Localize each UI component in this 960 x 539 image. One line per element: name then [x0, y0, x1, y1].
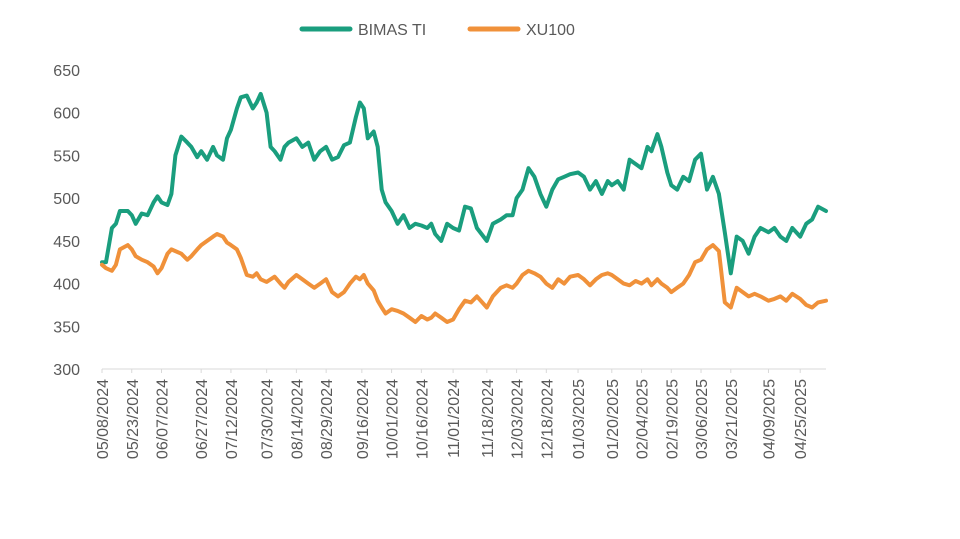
x-tick-label: 06/27/2024: [194, 379, 211, 459]
series-line-xu100: [100, 232, 828, 324]
x-tick-label: 07/12/2024: [224, 379, 241, 459]
x-tick-label: 04/25/2025: [793, 379, 810, 459]
y-tick-label: 350: [53, 319, 80, 336]
legend-label-xu100: XU100: [526, 22, 575, 39]
x-tick-label: 01/20/2025: [605, 379, 622, 459]
x-tick-label: 04/09/2025: [761, 379, 778, 459]
x-tick-label: 12/18/2024: [539, 379, 556, 459]
series-line-bimas: [100, 91, 828, 276]
x-tick-label: 09/16/2024: [355, 379, 372, 459]
series-group: [100, 91, 828, 324]
x-tick-label: 05/23/2024: [125, 379, 142, 459]
y-tick-label: 400: [53, 277, 80, 294]
y-tick-label: 500: [53, 191, 80, 208]
y-tick-label: 650: [53, 63, 80, 80]
x-tick-label: 11/18/2024: [480, 379, 497, 458]
x-tick-label: 02/04/2025: [635, 379, 652, 459]
x-tick-label: 05/08/2024: [95, 379, 112, 459]
x-tick-label: 08/29/2024: [319, 379, 336, 459]
x-tick-label: 06/07/2024: [155, 379, 172, 459]
y-tick-label: 600: [53, 106, 80, 123]
y-tick-label: 300: [53, 362, 80, 379]
x-tick-label: 10/01/2024: [385, 379, 402, 459]
x-tick-label: 11/01/2024: [446, 379, 463, 458]
y-tick-label: 550: [53, 148, 80, 165]
legend: BIMAS TI XU100: [299, 22, 575, 39]
x-tick-label: 08/14/2024: [289, 379, 306, 459]
x-tick-label: 02/19/2025: [664, 379, 681, 459]
x-tick-label: 01/03/2025: [571, 379, 588, 459]
x-tick-label: 12/03/2024: [510, 379, 527, 459]
y-tick-label: 450: [53, 234, 80, 251]
x-axis-ticks: 05/08/2024 05/23/2024 06/07/2024 06/27/2024…: [95, 369, 810, 459]
y-axis-ticks: 300 350 400 450 500 550 600 650: [53, 63, 80, 379]
x-tick-label: 03/21/2025: [724, 379, 741, 459]
x-tick-label: 10/16/2024: [414, 379, 431, 459]
x-tick-label: 07/30/2024: [260, 379, 277, 459]
legend-label-bimas: BIMAS TI: [358, 22, 426, 39]
x-tick-label: 03/06/2025: [694, 379, 711, 459]
